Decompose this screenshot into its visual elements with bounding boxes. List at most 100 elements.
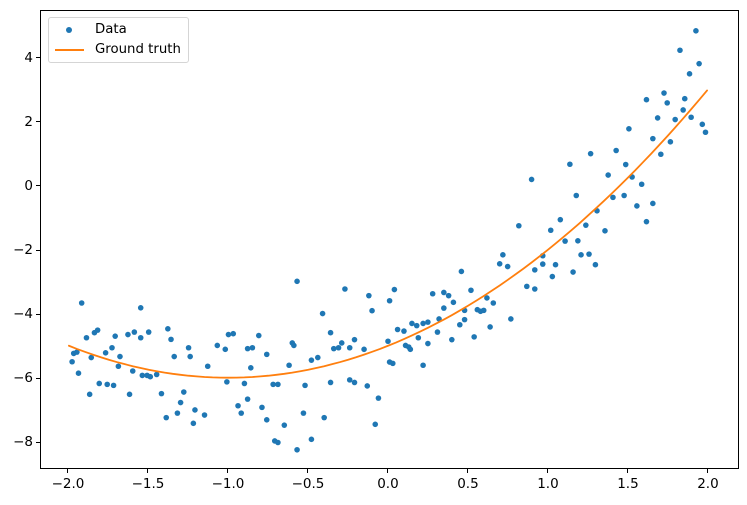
data-point — [275, 381, 281, 388]
data-point — [696, 60, 702, 67]
x-tick-mark — [67, 469, 69, 473]
y-tick-mark — [36, 185, 40, 187]
data-point — [578, 252, 584, 258]
data-point — [177, 399, 184, 406]
data-point — [461, 316, 468, 323]
data-point — [699, 121, 706, 128]
data-point — [286, 362, 292, 369]
data-point — [180, 389, 187, 395]
x-tick-mark — [387, 469, 389, 473]
x-tick-label: 1.0 — [537, 476, 559, 492]
data-point — [643, 218, 650, 225]
data-point — [129, 368, 136, 374]
data-point — [147, 373, 154, 380]
data-point — [361, 346, 367, 353]
data-point — [112, 333, 118, 339]
data-point — [294, 446, 300, 453]
data-point — [681, 95, 688, 102]
data-point — [487, 324, 493, 330]
data-point — [330, 345, 337, 352]
data-point — [547, 227, 554, 234]
data-point — [425, 319, 431, 325]
data-point — [137, 334, 144, 341]
data-point — [557, 216, 564, 223]
data-point — [263, 351, 270, 358]
x-tick-label: −0.5 — [291, 476, 325, 492]
data-point — [241, 380, 248, 387]
data-point — [583, 222, 589, 228]
data-point — [255, 332, 262, 339]
data-point — [528, 176, 535, 183]
data-point — [567, 161, 573, 168]
data-point — [688, 114, 694, 121]
data-point — [74, 349, 80, 355]
data-point — [420, 320, 426, 327]
data-point — [238, 410, 245, 416]
data-point — [549, 273, 556, 280]
data-point — [480, 307, 487, 314]
data-point — [230, 330, 237, 337]
ground-truth-curve — [68, 89, 708, 379]
data-point — [500, 252, 506, 258]
y-tick-label: 2 — [24, 113, 33, 130]
data-point — [654, 115, 661, 121]
data-point — [445, 292, 452, 299]
data-point — [248, 365, 254, 371]
legend: Data Ground truth — [48, 17, 189, 63]
data-point — [319, 310, 326, 317]
data-point — [407, 346, 414, 353]
data-point — [366, 292, 372, 299]
x-tick-mark — [147, 469, 149, 473]
data-point — [592, 261, 599, 268]
legend-label-ground-truth: Ground truth — [95, 42, 181, 57]
data-point — [643, 96, 650, 103]
x-tick-label: −1.0 — [211, 476, 245, 492]
data-point — [672, 116, 678, 123]
data-point — [449, 336, 455, 343]
y-tick-label: 0 — [24, 177, 33, 194]
data-point — [117, 353, 123, 360]
data-point — [413, 322, 420, 329]
data-point — [96, 380, 103, 387]
data-point — [308, 357, 315, 363]
data-point — [702, 129, 709, 136]
plot-area: Data Ground truth — [40, 10, 739, 469]
x-tick-mark — [627, 469, 629, 473]
y-tick-mark — [36, 121, 40, 123]
data-point — [192, 407, 198, 413]
data-point — [484, 295, 490, 301]
data-point — [508, 316, 514, 322]
data-point — [171, 353, 178, 360]
data-point — [321, 414, 327, 421]
y-tick-mark — [36, 313, 40, 315]
data-point — [441, 305, 447, 311]
data-point — [626, 125, 632, 132]
legend-label-data: Data — [95, 22, 127, 37]
data-point — [613, 147, 619, 154]
data-point — [575, 238, 581, 244]
data-point — [415, 334, 422, 341]
x-tick-label: −1.5 — [131, 476, 165, 492]
data-point — [429, 290, 436, 297]
data-point — [190, 420, 197, 427]
data-point — [69, 358, 75, 365]
data-point — [531, 267, 538, 273]
data-point — [372, 421, 379, 428]
data-point — [224, 379, 230, 385]
data-point — [259, 404, 265, 411]
data-point — [531, 286, 538, 292]
data-point — [139, 372, 146, 379]
data-point — [174, 410, 181, 416]
data-point — [102, 350, 109, 356]
x-tick-mark — [307, 469, 309, 473]
data-point — [165, 326, 171, 332]
data-point — [222, 346, 229, 353]
data-point — [281, 422, 288, 428]
data-point — [115, 363, 122, 370]
data-point — [351, 336, 358, 343]
x-tick-mark — [707, 469, 709, 473]
data-point — [650, 200, 656, 207]
legend-entry-data: Data — [49, 20, 188, 40]
y-tick-label: −6 — [13, 370, 33, 387]
y-tick-mark — [36, 441, 40, 443]
